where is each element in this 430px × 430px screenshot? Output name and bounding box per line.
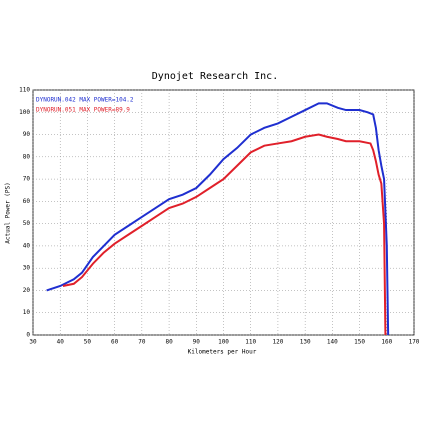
y-tick-label: 70	[23, 176, 31, 183]
y-tick-label: 110	[19, 87, 30, 94]
y-tick-label: 10	[23, 309, 31, 316]
series-line	[62, 133, 387, 336]
y-tick-label: 0	[26, 332, 30, 339]
x-axis-label: Kilometers per Hour	[188, 349, 257, 356]
x-tick-label: 130	[300, 339, 311, 346]
x-tick-label: 70	[138, 339, 146, 346]
x-tick-label: 80	[165, 339, 173, 346]
y-tick-label: 100	[19, 109, 30, 116]
x-tick-label: 30	[29, 339, 37, 346]
x-tick-label: 140	[327, 339, 338, 346]
x-tick-label: 100	[218, 339, 229, 346]
y-axis-label: Actual Power (PS)	[5, 182, 12, 243]
y-tick-label: 30	[23, 265, 31, 272]
x-tick-label: 90	[193, 339, 201, 346]
x-tick-label: 170	[409, 339, 420, 346]
y-tick-label: 40	[23, 242, 31, 249]
x-tick-label: 40	[57, 339, 65, 346]
y-tick-label: 50	[23, 220, 31, 227]
legend-entry: DYNORUN.042 MAX POWER=104.2	[36, 97, 134, 104]
x-tick-label: 110	[245, 339, 256, 346]
y-tick-label: 60	[23, 198, 31, 205]
chart-title: Dynojet Research Inc.	[152, 71, 278, 82]
legend-entry: DYNORUN.051 MAX POWER=89.9	[36, 107, 130, 114]
x-tick-label: 150	[354, 339, 365, 346]
series-line	[46, 102, 390, 336]
y-tick-label: 20	[23, 287, 31, 294]
x-tick-label: 120	[273, 339, 284, 346]
x-tick-label: 160	[381, 339, 392, 346]
y-tick-label: 80	[23, 153, 31, 160]
y-tick-label: 90	[23, 131, 31, 138]
x-tick-label: 60	[111, 339, 119, 346]
x-tick-label: 50	[84, 339, 92, 346]
